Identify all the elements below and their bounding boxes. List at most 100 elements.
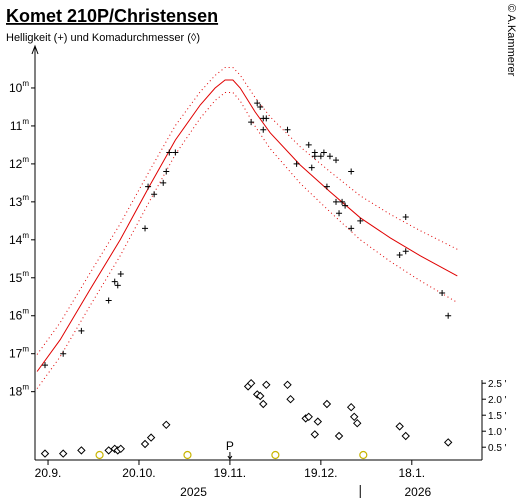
magnitude-point bbox=[163, 168, 170, 175]
coma-point bbox=[262, 380, 271, 390]
y-tick-label: 11m bbox=[10, 117, 29, 133]
coma-point bbox=[162, 420, 171, 430]
magnitude-point bbox=[339, 198, 346, 205]
magnitude-point bbox=[284, 126, 291, 133]
year-label: 2025 bbox=[180, 485, 207, 499]
y-tick-number: 12 bbox=[9, 157, 23, 171]
x-tick-label: 20.10. bbox=[122, 466, 155, 480]
magnitude-point bbox=[260, 126, 267, 133]
magnitude-point bbox=[114, 282, 121, 289]
y-tick-label: 10m bbox=[9, 79, 29, 95]
coma-point bbox=[353, 418, 362, 428]
coma-point bbox=[401, 431, 410, 441]
chart-subtitle: Helligkeit (+) und Komadurchmesser (◊) bbox=[6, 32, 200, 44]
magnitude-point bbox=[160, 179, 167, 186]
magnitude-point bbox=[166, 149, 173, 156]
x-tick-label: 19.12. bbox=[304, 466, 337, 480]
magnitude-point bbox=[357, 217, 364, 224]
coma-point bbox=[40, 449, 50, 458]
magnitude-point bbox=[308, 164, 315, 171]
coma-point bbox=[140, 439, 150, 449]
credit: © A.Kammerer bbox=[505, 4, 517, 77]
perihelion-label: P bbox=[226, 439, 234, 453]
coma-point bbox=[283, 380, 292, 390]
y-tick-unit: m bbox=[22, 117, 29, 126]
magnitude-point bbox=[42, 362, 49, 369]
y-tick-unit: m bbox=[22, 269, 29, 278]
coma-point bbox=[286, 394, 295, 404]
coma-point bbox=[313, 417, 323, 426]
y-tick-number: 13 bbox=[9, 195, 23, 209]
coma-point bbox=[349, 412, 359, 422]
moon-marker bbox=[183, 450, 192, 460]
model-lower-band bbox=[36, 92, 458, 389]
magnitude-point bbox=[333, 198, 340, 205]
y-tick-unit: m bbox=[22, 345, 29, 354]
moon-marker bbox=[359, 450, 368, 460]
y-tick-unit: m bbox=[22, 155, 29, 164]
y-tick-unit: m bbox=[22, 79, 29, 88]
y2-tick-label: 1.0 ' bbox=[488, 427, 507, 438]
coma-point bbox=[304, 412, 313, 422]
magnitude-point bbox=[396, 252, 403, 258]
y2-tick-label: 2.5 ' bbox=[488, 379, 507, 390]
x-tick-label: 18.1. bbox=[398, 466, 425, 480]
magnitude-point bbox=[336, 210, 343, 217]
magnitude-point bbox=[439, 289, 446, 296]
magnitude-point bbox=[342, 202, 349, 209]
year-label: 2026 bbox=[405, 485, 432, 499]
y-tick-number: 18 bbox=[9, 385, 23, 399]
model-curve bbox=[36, 79, 458, 372]
y2-tick-label: 2.0 ' bbox=[488, 395, 507, 406]
moon-marker bbox=[95, 450, 104, 460]
coma-point bbox=[104, 446, 113, 455]
coma-point bbox=[334, 431, 344, 441]
magnitude-point bbox=[78, 327, 85, 334]
perihelion-arrow bbox=[227, 452, 233, 460]
magnitude-point bbox=[142, 225, 149, 232]
magnitude-point bbox=[60, 350, 67, 357]
magnitude-point bbox=[348, 225, 355, 232]
magnitude-point bbox=[326, 153, 333, 160]
x-tick-label: 20.9. bbox=[35, 466, 62, 480]
magnitude-point bbox=[320, 149, 327, 156]
coma-point bbox=[246, 378, 256, 388]
y-tick-label: 16m bbox=[9, 307, 29, 323]
magnitude-point bbox=[348, 168, 355, 175]
y-tick-number: 10 bbox=[9, 81, 23, 95]
coma-point bbox=[116, 444, 125, 454]
magnitude-point bbox=[317, 153, 324, 160]
magnitude-point bbox=[402, 248, 409, 255]
coma-point bbox=[443, 438, 453, 447]
magnitude-point bbox=[323, 183, 330, 190]
magnitude-point bbox=[293, 160, 300, 167]
y-tick-unit: m bbox=[22, 307, 29, 316]
y-tick-label: 13m bbox=[9, 193, 29, 209]
y2-tick-label: 0.5 ' bbox=[488, 443, 507, 454]
magnitude-point bbox=[151, 191, 158, 198]
coma-point bbox=[58, 449, 68, 458]
magnitude-point bbox=[257, 103, 264, 110]
coma-point bbox=[259, 399, 268, 409]
y-tick-number: 17 bbox=[9, 347, 23, 361]
y-tick-label: 18m bbox=[9, 383, 29, 399]
coma-point bbox=[395, 422, 404, 431]
magnitude-point bbox=[263, 115, 270, 122]
y-tick-label: 17m bbox=[9, 345, 29, 361]
coma-point bbox=[346, 402, 356, 412]
magnitude-point bbox=[254, 100, 261, 107]
magnitude-point bbox=[248, 119, 255, 126]
magnitude-point bbox=[172, 149, 179, 156]
moon-marker bbox=[271, 450, 280, 460]
magnitude-point bbox=[311, 149, 318, 156]
magnitude-point bbox=[402, 214, 409, 221]
magnitude-point bbox=[105, 297, 112, 304]
chart-title: Komet 210P/Christensen bbox=[6, 6, 218, 26]
y-axis-arrow bbox=[31, 44, 39, 55]
magnitude-point bbox=[305, 141, 312, 148]
coma-point bbox=[77, 446, 86, 455]
magnitude-point bbox=[111, 278, 118, 285]
y-tick-label: 12m bbox=[9, 155, 29, 171]
